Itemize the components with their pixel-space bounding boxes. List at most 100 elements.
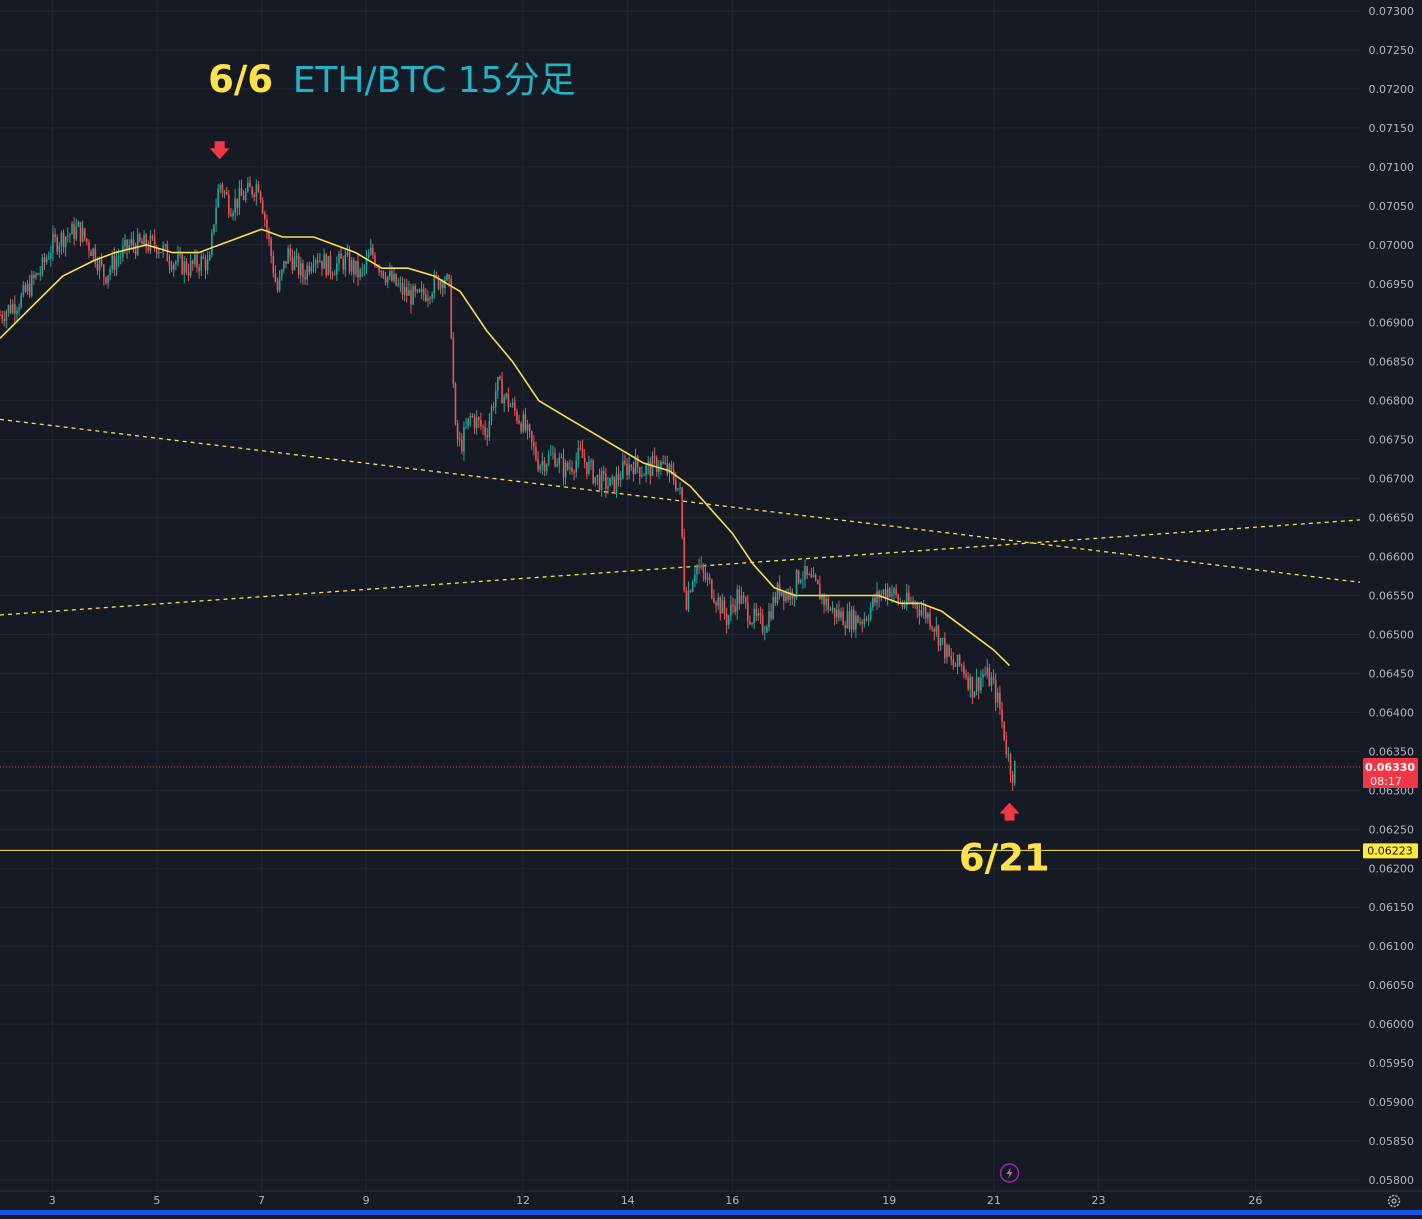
lightning-bolt-icon[interactable]	[999, 1163, 1020, 1183]
candle	[206, 251, 209, 275]
candle	[863, 612, 866, 628]
candle-body	[238, 188, 241, 208]
trendlines[interactable]	[0, 418, 1361, 616]
candle-body	[643, 474, 645, 476]
price-axis-tick-label: 0.06250	[1369, 823, 1415, 836]
candle	[842, 607, 844, 626]
candle-body	[247, 182, 249, 192]
annotations[interactable]: 6/6 ETH/BTC 15分足 6/21	[208, 58, 1050, 880]
candle-body	[388, 271, 391, 277]
candle	[160, 251, 162, 254]
candle-body	[986, 667, 989, 675]
candle	[0, 309, 1, 317]
candle-body	[1009, 754, 1012, 776]
candle	[869, 601, 872, 622]
candle-body	[984, 674, 986, 676]
arrow-down-icon[interactable]	[209, 141, 230, 160]
candle	[628, 456, 630, 480]
candle-body	[465, 426, 467, 428]
candle	[145, 233, 147, 254]
candle-body	[486, 435, 489, 438]
candle	[238, 180, 241, 215]
gear-icon[interactable]	[1387, 1194, 1401, 1208]
candle	[297, 252, 300, 279]
candle-body	[499, 377, 501, 380]
candle-body	[336, 263, 338, 275]
candle-body	[539, 465, 542, 471]
candle	[903, 600, 906, 610]
candle-body	[403, 286, 406, 295]
candle-body	[437, 276, 440, 289]
candle	[5, 309, 8, 329]
candle	[306, 262, 308, 286]
candle	[783, 591, 785, 611]
candle	[984, 666, 986, 677]
candle-body	[71, 223, 73, 235]
candle-body	[971, 676, 974, 698]
candle	[183, 255, 186, 284]
candle-body	[581, 448, 584, 458]
candle-body	[613, 476, 616, 492]
candle	[799, 578, 802, 585]
candle-body	[75, 226, 78, 239]
candle-body	[264, 213, 266, 220]
gear-icon-outer	[1387, 1194, 1401, 1208]
candle	[401, 276, 404, 300]
candle-body	[289, 248, 292, 257]
candle-body	[482, 426, 484, 428]
candle	[994, 673, 997, 712]
candle	[418, 288, 421, 293]
candle-body	[806, 566, 808, 575]
candle	[577, 440, 580, 469]
candle	[1005, 731, 1008, 759]
candle-body	[96, 263, 99, 271]
candle	[276, 277, 279, 293]
candle	[552, 445, 554, 460]
candle-body	[117, 257, 120, 259]
candle	[857, 614, 859, 624]
price-axis-tick-label: 0.07200	[1369, 83, 1415, 96]
price-axis-tick-label: 0.05950	[1369, 1057, 1415, 1070]
candle	[848, 601, 851, 633]
candle	[73, 217, 75, 246]
candle-body	[969, 676, 972, 690]
candle-body	[645, 465, 647, 475]
candle	[410, 284, 412, 314]
candle	[109, 265, 111, 281]
trendline[interactable]	[0, 519, 1361, 616]
candle-body	[223, 191, 226, 193]
candle-body	[556, 464, 558, 467]
candle	[753, 602, 755, 629]
chart-icons[interactable]	[999, 1163, 1401, 1208]
candle	[696, 564, 698, 584]
candle-body	[660, 462, 662, 469]
support-price-label[interactable]: 0.06223	[1363, 843, 1418, 859]
candle	[372, 243, 374, 259]
candle-body	[179, 254, 181, 256]
candle	[480, 412, 482, 431]
chart-title-annotation[interactable]: ETH/BTC 15分足	[293, 60, 576, 101]
candle	[653, 447, 656, 465]
candle	[535, 442, 537, 462]
candle	[257, 181, 260, 193]
candle-body	[329, 256, 332, 274]
candle	[844, 621, 847, 636]
candle	[975, 668, 978, 696]
candle-body	[361, 268, 364, 270]
date-annotation[interactable]: 6/6	[208, 58, 273, 101]
arrow-up-icon[interactable]	[999, 802, 1020, 821]
candle	[452, 332, 455, 388]
candle-body	[471, 415, 474, 417]
date-annotation[interactable]: 6/21	[959, 837, 1050, 880]
candle-body	[696, 565, 698, 575]
candle	[319, 252, 321, 264]
candle-body	[416, 289, 419, 292]
candle	[513, 396, 516, 416]
candle-body	[766, 627, 768, 633]
candle-body	[583, 457, 586, 463]
candle-body	[632, 467, 635, 475]
candle	[7, 304, 10, 317]
